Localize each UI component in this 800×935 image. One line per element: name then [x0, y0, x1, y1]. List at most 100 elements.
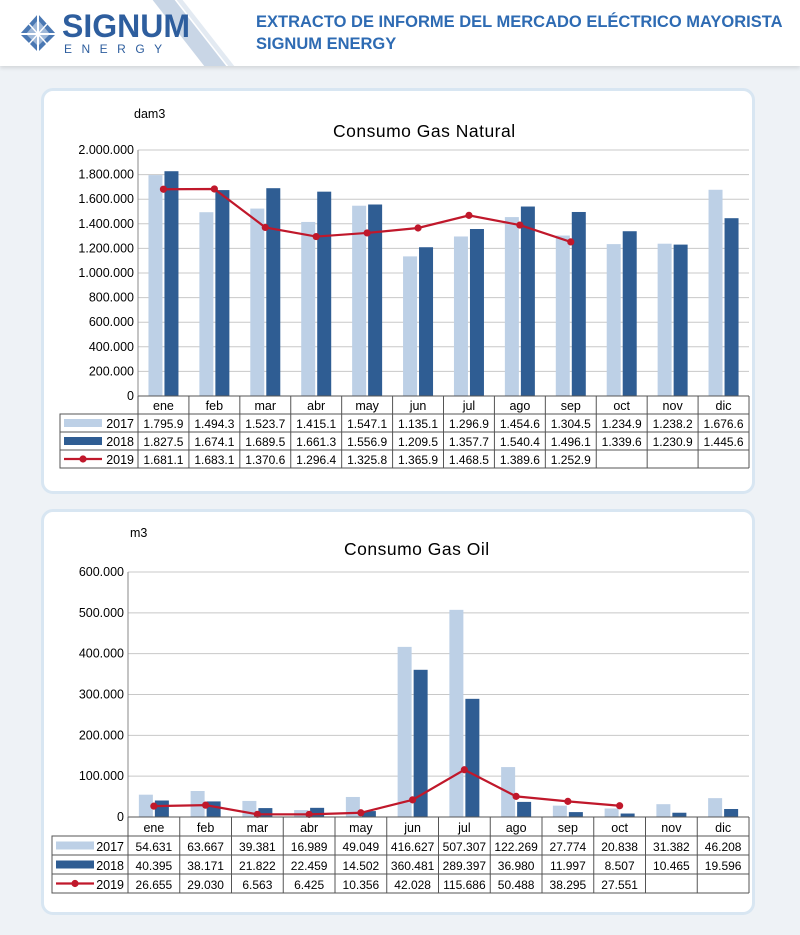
point-2019-jun	[414, 224, 422, 232]
bar-2017-mar	[250, 208, 265, 396]
bar-2017-nov	[656, 804, 671, 817]
y-tick-label: 0	[127, 389, 134, 403]
data-label-2018-nov: 1.230.9	[653, 435, 693, 449]
x-tick-label: feb	[206, 399, 223, 413]
point-2019-mar	[261, 223, 269, 232]
legend-label-2019: 2019	[96, 878, 124, 892]
bar-2017-feb	[190, 791, 205, 817]
y-tick-label: 1.200.000	[78, 241, 134, 255]
logo-wordmark: SIGNUM	[62, 8, 190, 44]
x-tick-label: sep	[561, 399, 581, 413]
bar-2018-feb	[215, 190, 230, 396]
x-tick-label: abr	[307, 399, 325, 413]
y-tick-label: 1.400.000	[78, 217, 134, 231]
bar-2017-nov	[657, 243, 672, 396]
x-tick-label: feb	[197, 821, 214, 835]
bar-2017-sep	[555, 235, 570, 396]
x-tick-label: oct	[611, 821, 628, 835]
bar-2018-dic	[724, 808, 739, 817]
y-tick-label: 200.000	[79, 728, 124, 742]
report-subtitle: SIGNUM ENERGY	[256, 35, 397, 53]
y-tick-label: 600.000	[89, 315, 134, 329]
gas-oil-panel: m3 Consumo Gas Oil 0 100.000 200.000 300.00…	[41, 509, 755, 915]
data-label-2019-ene: 1.681.1	[143, 453, 183, 467]
data-label-2018-feb: 38.171	[187, 859, 224, 873]
legend-label-2017: 2017	[106, 417, 134, 431]
data-label-2018-may: 1.556.9	[347, 435, 387, 449]
data-label-2017-ago: 1.454.6	[500, 417, 540, 431]
bar-2018-dic	[724, 218, 739, 396]
y-tick-label: 400.000	[79, 647, 124, 661]
bar-2017-abr	[301, 221, 316, 396]
page-header: SIGNUM ENERGY EXTRACTO DE INFORME DEL ME…	[0, 0, 800, 66]
point-2019-oct	[616, 802, 624, 810]
x-tick-label: ene	[143, 821, 164, 835]
data-label-2018-nov: 10.465	[653, 859, 690, 873]
x-tick-label: nov	[661, 821, 682, 835]
data-label-2017-jul: 1.296.9	[449, 417, 489, 431]
data-label-2019-abr: 1.296.4	[296, 453, 336, 467]
point-2019-abr	[305, 810, 313, 818]
bar-2018-oct	[620, 813, 635, 817]
data-label-2019-may: 10.356	[343, 878, 380, 892]
legend-label-2018: 2018	[106, 435, 134, 449]
data-label-2019-mar: 6.563	[242, 878, 272, 892]
x-tick-label: may	[355, 399, 379, 413]
data-label-2018-dic: 1.445.6	[704, 435, 744, 449]
y-tick-label: 800.000	[89, 291, 134, 305]
x-tick-label: nov	[663, 399, 684, 413]
bar-2018-nov	[672, 812, 687, 817]
data-label-2017-mar: 39.381	[239, 840, 276, 854]
data-label-2017-feb: 63.667	[187, 840, 224, 854]
bar-2017-jul	[449, 609, 464, 817]
data-label-2018-abr: 22.459	[291, 859, 328, 873]
point-2019-ago	[512, 792, 520, 800]
x-tick-label: mar	[255, 399, 277, 413]
bar-2017-oct	[606, 244, 621, 396]
chart-title: Consumo Gas Natural	[333, 121, 516, 141]
bar-2017-sep	[552, 805, 567, 817]
point-2019-jul	[465, 211, 473, 219]
gas-oil-chart: 0 100.000 200.000 300.000 400.000 500.000 600.…	[51, 565, 750, 894]
data-label-2017-jun: 1.135.1	[398, 417, 438, 431]
y-tick-label: 600.000	[79, 565, 124, 579]
bar-2018-may	[361, 811, 376, 817]
data-label-2017-ago: 122.269	[494, 840, 538, 854]
point-2019-jun	[409, 796, 417, 804]
x-tick-label: jun	[409, 399, 427, 413]
data-label-2019-oct: 27.551	[601, 878, 638, 892]
bar-2018-jul	[465, 698, 480, 817]
y-tick-label: 100.000	[79, 769, 124, 783]
data-label-2018-oct: 1.339.6	[602, 435, 642, 449]
bar-2017-may	[352, 205, 367, 396]
bar-2018-sep	[568, 812, 583, 817]
logo-subtitle: ENERGY	[64, 42, 172, 56]
data-label-2019-jun: 1.365.9	[398, 453, 438, 467]
data-label-2018-ago: 36.980	[498, 859, 535, 873]
bar-2017-feb	[199, 212, 214, 396]
data-label-2017-oct: 20.838	[601, 840, 638, 854]
data-label-2018-jul: 1.357.7	[449, 435, 489, 449]
bar-2018-ene	[164, 171, 179, 396]
data-label-2017-abr: 16.989	[291, 840, 328, 854]
data-label-2019-sep: 1.252.9	[551, 453, 591, 467]
data-label-2018-dic: 19.596	[705, 859, 742, 873]
data-label-2017-nov: 1.238.2	[653, 417, 693, 431]
report-title: EXTRACTO DE INFORME DEL MERCADO ELÉCTRIC…	[256, 13, 783, 31]
x-tick-label: mar	[247, 821, 269, 835]
legend-marker-2019	[71, 879, 79, 888]
data-label-2019-abr: 6.425	[294, 878, 324, 892]
bar-2018-jul	[469, 229, 484, 396]
legend-swatch-2018	[56, 860, 94, 869]
data-label-2018-jul: 289.397	[443, 859, 487, 873]
y-tick-label: 1.000.000	[78, 266, 134, 280]
bar-2018-abr	[310, 807, 325, 817]
legend-swatch-2018	[64, 437, 102, 445]
data-label-2018-jun: 1.209.5	[398, 435, 438, 449]
y-tick-label: 200.000	[89, 364, 134, 378]
legend-swatch-2017	[56, 841, 94, 850]
data-label-2017-mar: 1.523.7	[245, 417, 285, 431]
data-label-2017-sep: 27.774	[550, 840, 587, 854]
x-tick-label: ago	[506, 821, 527, 835]
y-tick-label: 1.800.000	[78, 168, 134, 182]
